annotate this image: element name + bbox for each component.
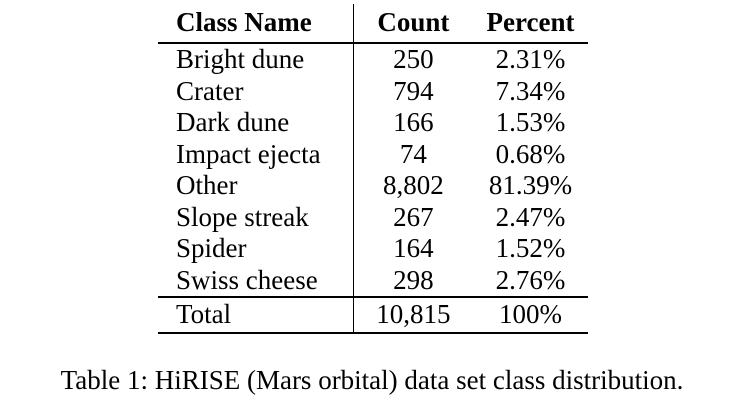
cell-percent: 2.31% xyxy=(495,44,566,74)
table-row: Crater 794 7.34% xyxy=(158,75,588,107)
cell-percent: 1.53% xyxy=(495,107,566,137)
table-row: Dark dune 166 1.53% xyxy=(158,107,588,139)
header-count: Count xyxy=(353,4,473,44)
cell-class-name: Slope streak xyxy=(158,201,354,233)
header-percent: Percent xyxy=(472,4,588,44)
cell-count: 8,802 xyxy=(383,170,444,200)
cell-count: 164 xyxy=(393,233,434,263)
cell-count: 250 xyxy=(393,44,434,74)
cell-percent: 0.68% xyxy=(495,138,566,169)
table-row: Bright dune 250 2.31% xyxy=(158,43,588,76)
cell-percent: 7.34% xyxy=(495,75,566,106)
class-distribution-table: Class Name Count Percent Bright dune 250… xyxy=(158,4,588,334)
table-row: Spider 164 1.52% xyxy=(158,233,588,265)
cell-total-label: Total xyxy=(158,296,354,334)
table-row: Slope streak 267 2.47% xyxy=(158,201,588,233)
cell-percent: 2.47% xyxy=(495,201,566,232)
cell-count: 74 xyxy=(399,138,427,169)
cell-total-percent: 100% xyxy=(472,296,588,334)
cell-count: 794 xyxy=(393,75,434,106)
table-row: Other 8,802 81.39% xyxy=(158,170,588,202)
table-row: Swiss cheese 298 2.76% xyxy=(158,264,588,297)
cell-count: 267 xyxy=(393,201,434,232)
table-total-row: Total 10,815 100% xyxy=(158,296,588,334)
header-class-name: Class Name xyxy=(158,4,354,44)
cell-class-name: Spider xyxy=(158,233,354,265)
cell-total-count: 10,815 xyxy=(353,296,473,334)
cell-percent: 1.52% xyxy=(495,233,566,263)
table-row: Impact ejecta 74 0.68% xyxy=(158,138,588,170)
class-distribution-table-container: Class Name Count Percent Bright dune 250… xyxy=(158,4,588,334)
cell-class-name: Impact ejecta xyxy=(158,138,354,170)
table-caption: Table 1: HiRISE (Mars orbital) data set … xyxy=(60,365,684,395)
cell-class-name: Dark dune xyxy=(158,107,354,139)
cell-percent: 81.39% xyxy=(488,170,573,200)
cell-class-name: Bright dune xyxy=(158,43,354,76)
cell-class-name: Crater xyxy=(158,75,354,107)
cell-percent: 2.76% xyxy=(495,264,566,295)
table-header-row: Class Name Count Percent xyxy=(158,4,588,44)
cell-count: 298 xyxy=(393,264,434,295)
cell-count: 166 xyxy=(393,107,434,137)
cell-class-name: Swiss cheese xyxy=(158,264,354,297)
cell-class-name: Other xyxy=(158,170,354,202)
